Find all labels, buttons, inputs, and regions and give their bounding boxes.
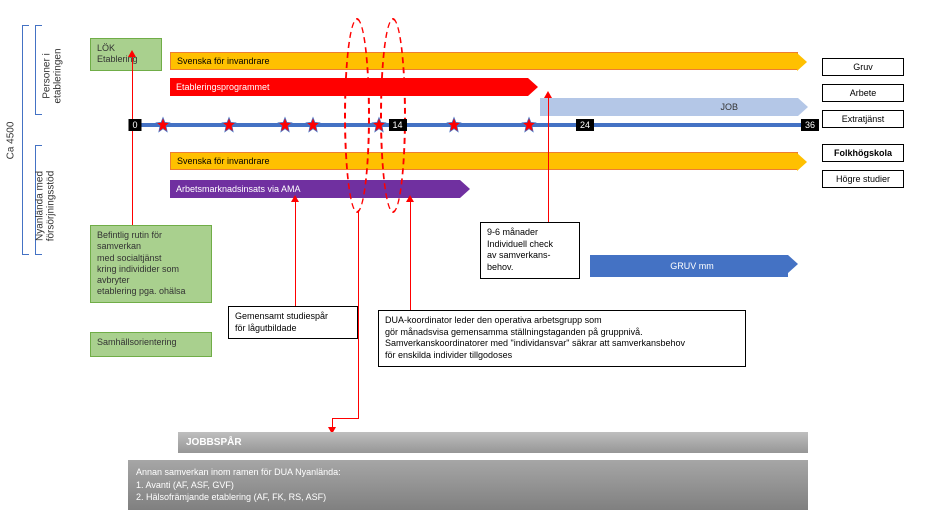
tick-14: 14 bbox=[388, 119, 406, 131]
grey-jobbspar: JOBBSPÅR bbox=[178, 432, 808, 453]
green-lok: LÖKEtablering bbox=[90, 38, 162, 71]
out-arbete: Arbete bbox=[822, 84, 904, 102]
conn-3v bbox=[548, 96, 549, 222]
star-6 bbox=[520, 116, 538, 134]
green-samhall: Samhällsorientering bbox=[90, 332, 212, 357]
conn-1a bbox=[128, 50, 136, 57]
conn-4v bbox=[410, 200, 411, 310]
tick-36: 36 bbox=[801, 119, 819, 131]
star-5 bbox=[445, 116, 463, 134]
star-0 bbox=[154, 116, 172, 134]
conn-4a bbox=[406, 195, 414, 202]
bar-job: JOB bbox=[540, 98, 798, 116]
green-routine: Befintlig rutin församverkanmed socialtj… bbox=[90, 225, 212, 303]
bar-gruv: GRUV mm bbox=[590, 255, 788, 277]
star-2 bbox=[276, 116, 294, 134]
star-3 bbox=[304, 116, 322, 134]
tick-0: 0 bbox=[128, 119, 141, 131]
label-group-bottom: Nyanlända medförsörjningsstöd bbox=[34, 171, 56, 242]
card-dua: DUA-koordinator leder den operativa arbe… bbox=[378, 310, 746, 367]
out-extratjanst: Extratjänst bbox=[822, 110, 904, 128]
bar-sfi-bottom-label: Svenska för invandrare bbox=[177, 156, 270, 166]
tick-24: 24 bbox=[576, 119, 594, 131]
label-total: Ca 4500 bbox=[5, 122, 16, 160]
oval-1 bbox=[344, 18, 370, 213]
label-group-top: Personer ietableringen bbox=[42, 48, 64, 103]
bar-gruv-label: GRUV mm bbox=[670, 261, 714, 271]
annan-1: 1. Avanti (AF, ASF, GVF) bbox=[136, 479, 800, 492]
grey-annan: Annan samverkan inom ramen för DUA Nyanl… bbox=[128, 460, 808, 510]
conn-5h bbox=[332, 418, 359, 419]
out-hogre: Högre studier bbox=[822, 170, 904, 188]
card-check: 9-6 månaderIndividuell checkav samverkan… bbox=[480, 222, 580, 279]
bar-job-label: JOB bbox=[720, 102, 798, 112]
conn-3a bbox=[544, 91, 552, 98]
conn-5v bbox=[358, 210, 359, 418]
star-4 bbox=[370, 116, 388, 134]
star-1 bbox=[220, 116, 238, 134]
annan-title: Annan samverkan inom ramen för DUA Nyanl… bbox=[136, 466, 800, 479]
annan-2: 2. Hälsofrämjande etablering (AF, FK, RS… bbox=[136, 491, 800, 504]
conn-2a bbox=[291, 195, 299, 202]
bar-sfi-bottom: Svenska för invandrare bbox=[170, 152, 798, 170]
card-spar: Gemensamt studiespårför lågutbildade bbox=[228, 306, 358, 339]
bar-ama-label: Arbetsmarknadsinsats via AMA bbox=[176, 184, 301, 194]
bar-sfi-top: Svenska för invandrare bbox=[170, 52, 798, 70]
conn-2v bbox=[295, 200, 296, 306]
bracket-total bbox=[22, 25, 23, 255]
conn-1v bbox=[132, 55, 133, 225]
bar-ama: Arbetsmarknadsinsats via AMA bbox=[170, 180, 460, 198]
bar-sfi-top-label: Svenska för invandrare bbox=[177, 56, 270, 66]
out-folkhogskola: Folkhögskola bbox=[822, 144, 904, 162]
out-gruv: Gruv bbox=[822, 58, 904, 76]
bracket-top bbox=[35, 25, 36, 115]
bar-etablering-label: Etableringsprogrammet bbox=[176, 82, 270, 92]
